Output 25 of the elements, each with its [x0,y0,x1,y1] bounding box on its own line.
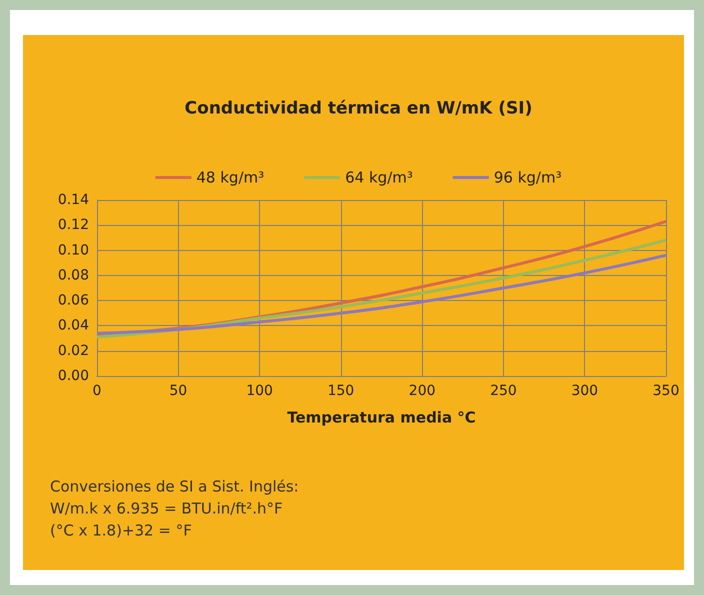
y-tick-label: 0.08 [58,267,89,284]
legend-label: 96 kg/m³ [494,168,562,186]
legend-label: 64 kg/m³ [345,168,413,186]
x-tick-label: 0 [92,383,102,399]
x-tick-label: 150 [327,383,354,399]
x-tick-label: 250 [490,383,517,399]
y-tick-label: 0.14 [58,192,90,208]
text: Conversiones de SI a Sist. Inglés: [50,478,299,496]
x-tick-label: 200 [408,383,436,399]
chart-title: Conductividad térmica en W/mK (SI) [184,98,532,118]
x-tick-label: 350 [652,383,680,399]
x-tick-label: 50 [169,383,188,399]
y-tick-label: 0.12 [58,217,89,234]
line-series [96,254,668,335]
y-tick-label: 0.10 [58,242,89,258]
x-axis-title: Temperatura media °C [287,408,476,426]
text: (°C x 1.8)+32 = °F [50,522,192,540]
x-tick-label: 300 [571,383,598,399]
y-tick-label: 0.06 [58,292,90,309]
text: W/m.k x 6.935 = BTU.in/ft².h°F [50,500,283,518]
y-tick-label: 0.00 [58,368,89,384]
legend-label: 48 kg/m³ [196,168,264,186]
y-tick-label: 0.02 [58,342,89,359]
y-tick-label: 0.04 [58,318,90,334]
x-tick-label: 100 [246,383,273,399]
